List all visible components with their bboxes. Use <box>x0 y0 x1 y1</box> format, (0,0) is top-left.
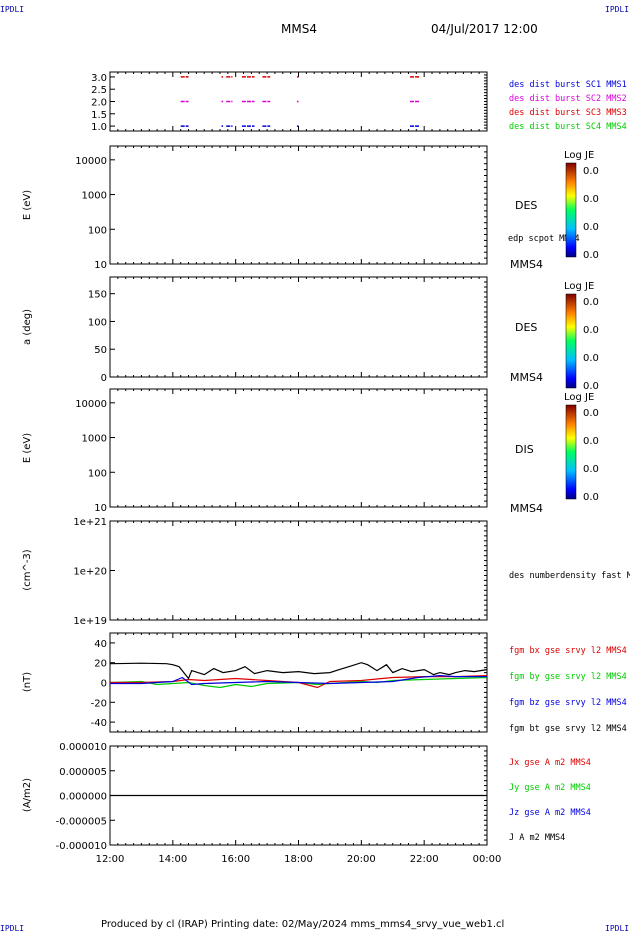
dis_energy-colorbar <box>565 404 577 500</box>
burst-legend-entry: des dist burst SC3 MMS3 <box>509 108 627 118</box>
burst-ytick-label: 2.5 <box>91 85 107 96</box>
current-ytick-label: 0.000005 <box>59 767 107 778</box>
density-legend-entry: des numberdensity fast M <box>509 571 630 581</box>
dis_energy-colorbar-title: Log JE <box>564 392 594 403</box>
des_energy-side-label: edp scpot MMS4 <box>508 234 580 244</box>
des_pitch-colorbar-title: Log JE <box>564 281 594 292</box>
dis_energy-colorbar-tick: 0.0 <box>583 436 599 447</box>
fgm-series-by <box>109 676 488 689</box>
des_pitch-bottom-label: MMS4 <box>510 371 543 384</box>
des_energy-ytick-label: 10000 <box>75 156 107 167</box>
time-axis-label: 00:00 <box>473 854 502 865</box>
fgm-ytick-label: 0 <box>101 679 107 690</box>
des_energy-colorbar-tick: 0.0 <box>583 194 599 205</box>
des_pitch-colorbar-tick: 0.0 <box>583 381 599 392</box>
fgm-series-bz <box>110 674 487 686</box>
time-axis-label: 16:00 <box>221 854 250 865</box>
burst-legend-entry: des dist burst SC1 MMS1 <box>509 80 627 90</box>
density-y-label: (cm^-3) <box>22 549 33 590</box>
fgm-legend-entry: fgm bt gse srvy l2 MMS4 <box>509 724 627 734</box>
des_energy-colorbar-tick: 0.0 <box>583 166 599 177</box>
des_pitch-frame <box>109 276 488 378</box>
corner-label-top-right: IPDLI <box>605 5 630 14</box>
des_energy-ytick-label: 100 <box>88 225 107 236</box>
time-axis-label: 18:00 <box>284 854 313 865</box>
datetime-title: 04/Jul/2017 12:00 <box>431 22 538 36</box>
des_energy-colorbar-tick: 0.0 <box>583 250 599 261</box>
fgm-series-bt <box>109 662 488 680</box>
burst-ytick-label: 1.5 <box>91 110 107 121</box>
current-ytick-label: -0.000010 <box>56 841 107 852</box>
des_energy-colorbar-title: Log JE <box>564 150 594 161</box>
dis_energy-colorbar-tick: 0.0 <box>583 492 599 503</box>
des_energy-ytick-label: 10 <box>94 260 107 271</box>
corner-label-bottom-left: IPDLI <box>0 924 25 933</box>
spacecraft-title: MMS4 <box>281 22 317 36</box>
dis_energy-instrument-label: DIS <box>515 443 534 456</box>
des_energy-bottom-label: MMS4 <box>510 258 543 271</box>
fgm-y-label: (nT) <box>22 672 33 692</box>
dis_energy-colorbar-tick: 0.0 <box>583 464 599 475</box>
dis_energy-colorbar-tick: 0.0 <box>583 408 599 419</box>
current-ytick-label: 0.000000 <box>59 792 107 803</box>
des_pitch-colorbar-tick: 0.0 <box>583 297 599 308</box>
des_energy-ytick-label: 1000 <box>82 191 107 202</box>
des_pitch-ytick-label: 50 <box>94 345 107 356</box>
fgm-legend-entry: fgm by gse srvy l2 MMS4 <box>509 672 627 682</box>
density-ytick-label: 1e+19 <box>73 616 107 627</box>
footer-credits: Produced by cl (IRAP) Printing date: 02/… <box>101 919 505 930</box>
dis_energy-bottom-label: MMS4 <box>510 502 543 515</box>
des_energy-colorbar-tick: 0.0 <box>583 222 599 233</box>
density-ytick-label: 1e+20 <box>73 567 107 578</box>
fgm-legend-entry: fgm bx gse srvy l2 MMS4 <box>509 646 627 656</box>
current-ytick-label: -0.000005 <box>56 816 107 827</box>
burst-ytick-label: 3.0 <box>91 73 107 84</box>
corner-label-top-left: IPDLI <box>0 5 25 14</box>
dis_energy-ytick-label: 100 <box>88 468 107 479</box>
des_energy-colorbar <box>565 162 577 258</box>
current-legend-entry: J A m2 MMS4 <box>509 833 565 843</box>
des_pitch-colorbar-tick: 0.0 <box>583 353 599 364</box>
des_pitch-y-label: a (deg) <box>22 309 33 345</box>
time-axis-label: 22:00 <box>410 854 439 865</box>
dis_energy-frame <box>109 388 488 508</box>
density-frame <box>109 520 488 621</box>
des_pitch-colorbar-tick: 0.0 <box>583 325 599 336</box>
des_pitch-colorbar <box>565 293 577 389</box>
dis_energy-ytick-label: 1000 <box>82 434 107 445</box>
burst-ytick-label: 2.0 <box>91 98 107 109</box>
dis_energy-ytick-label: 10 <box>94 503 107 514</box>
time-axis-label: 14:00 <box>158 854 187 865</box>
fgm-ytick-label: -20 <box>91 698 107 709</box>
burst-legend-entry: des dist burst SC4 MMS4 <box>509 122 627 132</box>
fgm-ytick-label: 20 <box>94 659 107 670</box>
burst-legend-entry: des dist burst SC2 MMS2 <box>509 94 627 104</box>
density-ytick-label: 1e+21 <box>73 517 107 528</box>
des_energy-frame <box>109 145 488 265</box>
current-legend-entry: Jx gse A m2 MMS4 <box>509 758 591 768</box>
des_pitch-ytick-label: 150 <box>88 290 107 301</box>
current-ytick-label: 0.000010 <box>59 742 107 753</box>
dis_energy-ytick-label: 10000 <box>75 399 107 410</box>
des_pitch-instrument-label: DES <box>515 321 537 334</box>
current-y-label: (A/m2) <box>22 778 33 812</box>
fgm-legend-entry: fgm bz gse srvy l2 MMS4 <box>509 698 627 708</box>
des_energy-instrument-label: DES <box>515 199 537 212</box>
burst-ytick-label: 1.0 <box>91 122 107 133</box>
des_pitch-ytick-label: 0 <box>101 373 107 384</box>
des_energy-y-label: E (eV) <box>22 190 33 220</box>
current-legend-entry: Jz gse A m2 MMS4 <box>509 808 591 818</box>
corner-label-bottom-right: IPDLI <box>605 924 630 933</box>
time-axis-label: 12:00 <box>96 854 125 865</box>
fgm-ytick-label: -40 <box>91 718 107 729</box>
current-legend-entry: Jy gse A m2 MMS4 <box>509 783 591 793</box>
fgm-ytick-label: 40 <box>94 639 107 650</box>
dis_energy-y-label: E (eV) <box>22 433 33 463</box>
time-axis-label: 20:00 <box>347 854 376 865</box>
des_pitch-ytick-label: 100 <box>88 317 107 328</box>
